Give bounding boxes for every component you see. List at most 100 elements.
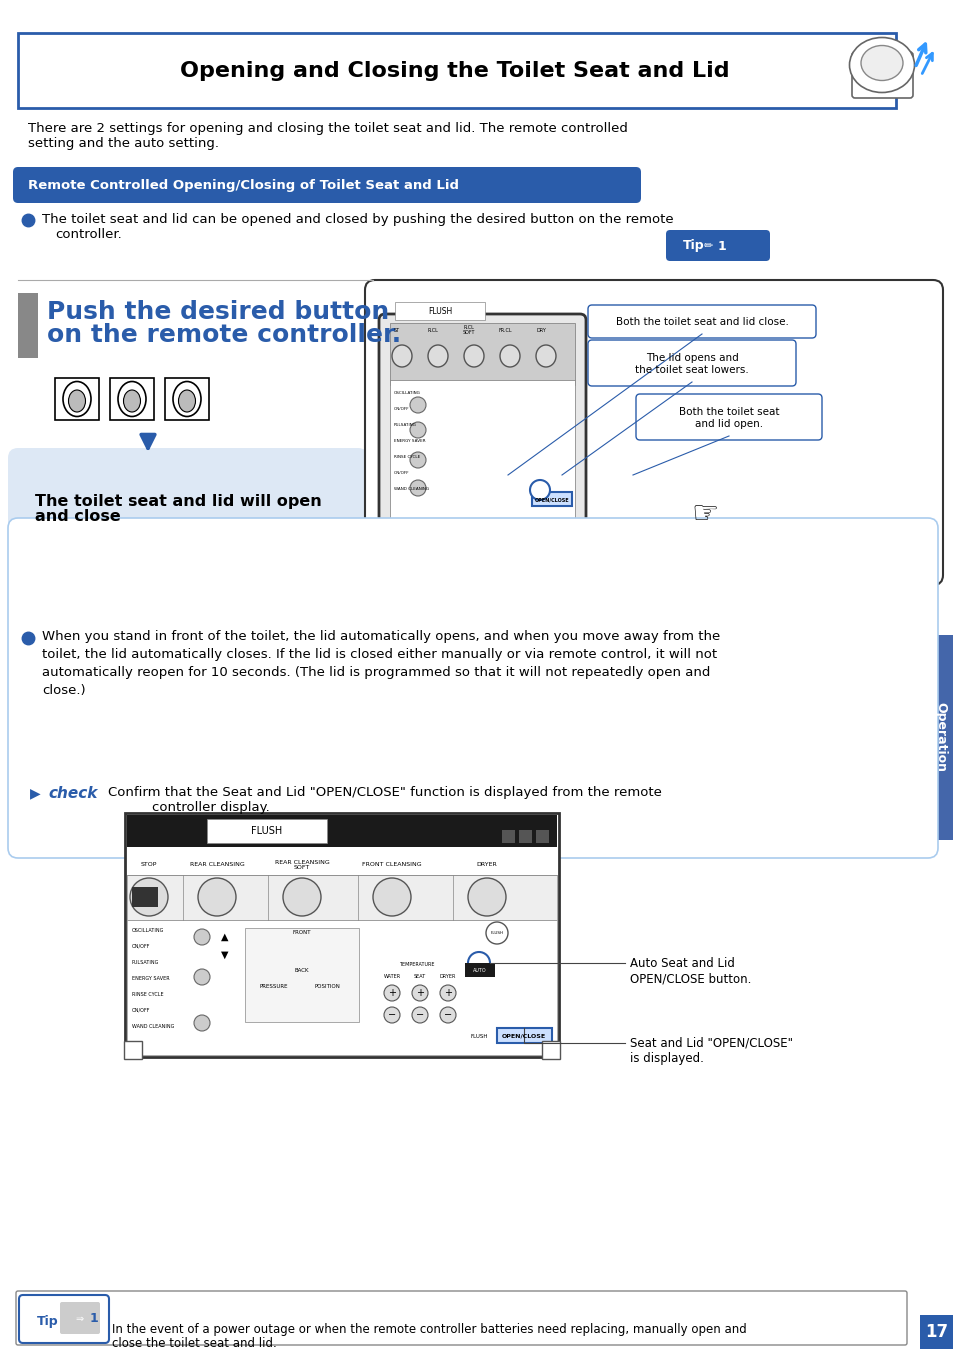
FancyBboxPatch shape [587, 305, 815, 339]
FancyBboxPatch shape [127, 815, 557, 847]
Text: TEMPERATURE: TEMPERATURE [399, 962, 435, 967]
FancyBboxPatch shape [127, 920, 557, 1055]
Text: FRONT CLEANSING: FRONT CLEANSING [362, 862, 421, 867]
Text: WAND CLEANING: WAND CLEANING [394, 487, 429, 491]
FancyBboxPatch shape [8, 448, 368, 530]
Ellipse shape [198, 878, 235, 916]
Text: −: − [388, 1010, 395, 1020]
Ellipse shape [130, 878, 168, 916]
Text: PRESSURE: PRESSURE [259, 985, 288, 990]
Text: Remote Controlled Opening/Closing of Toilet Seat and Lid: Remote Controlled Opening/Closing of Toi… [28, 179, 458, 193]
Text: BACK: BACK [294, 967, 309, 973]
FancyBboxPatch shape [497, 1028, 552, 1043]
Ellipse shape [463, 345, 483, 367]
Ellipse shape [573, 534, 606, 576]
Ellipse shape [439, 1006, 456, 1023]
Text: OSCILLATING: OSCILLATING [132, 928, 164, 932]
FancyBboxPatch shape [559, 527, 619, 583]
Ellipse shape [428, 345, 448, 367]
FancyBboxPatch shape [390, 380, 575, 519]
Ellipse shape [536, 345, 556, 367]
FancyBboxPatch shape [395, 302, 484, 320]
Text: Push the desired button: Push the desired button [47, 299, 389, 324]
Text: 1: 1 [718, 240, 726, 252]
Ellipse shape [861, 46, 902, 81]
FancyBboxPatch shape [13, 577, 658, 612]
Ellipse shape [412, 1006, 428, 1023]
Text: Auto Seat and Lid
OPEN/CLOSE button.: Auto Seat and Lid OPEN/CLOSE button. [629, 956, 751, 985]
Text: WATER: WATER [383, 974, 400, 979]
Text: DRY: DRY [536, 328, 545, 332]
FancyBboxPatch shape [631, 527, 691, 583]
Ellipse shape [530, 480, 550, 500]
Ellipse shape [384, 985, 399, 1001]
Ellipse shape [193, 929, 210, 946]
Text: +: + [416, 987, 423, 998]
Text: SEAT: SEAT [414, 974, 426, 979]
Text: There are 2 settings for opening and closing the toilet seat and lid. The remote: There are 2 settings for opening and clo… [28, 121, 627, 135]
FancyBboxPatch shape [110, 378, 153, 420]
Text: check: check [48, 785, 97, 800]
Text: ST: ST [394, 328, 399, 332]
Ellipse shape [123, 390, 140, 411]
Ellipse shape [373, 878, 411, 916]
FancyBboxPatch shape [60, 1302, 100, 1334]
FancyBboxPatch shape [488, 527, 547, 583]
Text: DRYER: DRYER [439, 974, 456, 979]
Text: Confirm that the Seat and Lid "OPEN/CLOSE" function is displayed from the remote: Confirm that the Seat and Lid "OPEN/CLOS… [108, 786, 661, 799]
Text: ▼: ▼ [221, 950, 229, 960]
FancyBboxPatch shape [665, 229, 769, 260]
Ellipse shape [507, 544, 527, 572]
Text: OPEN/CLOSE: OPEN/CLOSE [501, 1033, 545, 1039]
FancyBboxPatch shape [8, 518, 937, 858]
FancyBboxPatch shape [536, 830, 548, 843]
Ellipse shape [848, 38, 914, 93]
Text: R.CL: R.CL [427, 328, 438, 332]
Text: Opening and Closing the Toilet Seat and Lid: Opening and Closing the Toilet Seat and … [180, 61, 729, 81]
FancyBboxPatch shape [390, 322, 575, 384]
FancyBboxPatch shape [132, 888, 158, 907]
Text: RINSE CYCLE: RINSE CYCLE [132, 992, 164, 997]
Text: ENERGY SAVER: ENERGY SAVER [132, 975, 170, 981]
Ellipse shape [410, 480, 426, 496]
Text: 17: 17 [924, 1323, 947, 1341]
FancyBboxPatch shape [464, 963, 495, 977]
Text: Both the toilet seat and lid close.: Both the toilet seat and lid close. [615, 317, 787, 326]
Text: WAND CLEANING: WAND CLEANING [132, 1024, 174, 1028]
Text: ✏: ✏ [703, 241, 713, 251]
FancyBboxPatch shape [518, 830, 532, 843]
Text: ON/OFF: ON/OFF [394, 407, 409, 411]
Ellipse shape [193, 1014, 210, 1031]
FancyBboxPatch shape [13, 167, 640, 202]
Ellipse shape [499, 345, 519, 367]
Text: When you stand in front of the toilet, the lid automatically opens, and when you: When you stand in front of the toilet, t… [42, 630, 720, 697]
Text: Tip: Tip [37, 1314, 58, 1327]
Text: ▶: ▶ [30, 786, 41, 800]
Text: OPEN/CLOSE: OPEN/CLOSE [534, 498, 569, 502]
Ellipse shape [392, 345, 412, 367]
Text: POSITION: POSITION [314, 985, 339, 990]
Text: FLUSH: FLUSH [470, 1033, 487, 1039]
Text: −: − [443, 1010, 452, 1020]
Text: ☞: ☞ [691, 500, 718, 530]
Text: ON/OFF: ON/OFF [394, 471, 409, 475]
Ellipse shape [579, 544, 599, 572]
Ellipse shape [439, 985, 456, 1001]
Text: +: + [388, 987, 395, 998]
Ellipse shape [644, 534, 679, 576]
Ellipse shape [283, 878, 320, 916]
Text: setting and the auto setting.: setting and the auto setting. [28, 138, 219, 150]
Ellipse shape [69, 390, 86, 411]
Ellipse shape [412, 985, 428, 1001]
Text: FR.CL: FR.CL [497, 328, 511, 332]
Ellipse shape [193, 969, 210, 985]
Text: FRONT: FRONT [293, 931, 311, 935]
Text: PULSATING: PULSATING [394, 424, 416, 428]
Text: Seat and Lid "OPEN/CLOSE"
is displayed.: Seat and Lid "OPEN/CLOSE" is displayed. [629, 1037, 792, 1064]
FancyBboxPatch shape [124, 1041, 142, 1059]
Text: The toilet seat and lid can be opened and closed by pushing the desired button o: The toilet seat and lid can be opened an… [42, 213, 673, 227]
Text: RINSE CYCLE: RINSE CYCLE [394, 455, 420, 459]
FancyBboxPatch shape [365, 281, 942, 585]
FancyBboxPatch shape [207, 819, 327, 843]
Text: 1: 1 [90, 1313, 99, 1326]
